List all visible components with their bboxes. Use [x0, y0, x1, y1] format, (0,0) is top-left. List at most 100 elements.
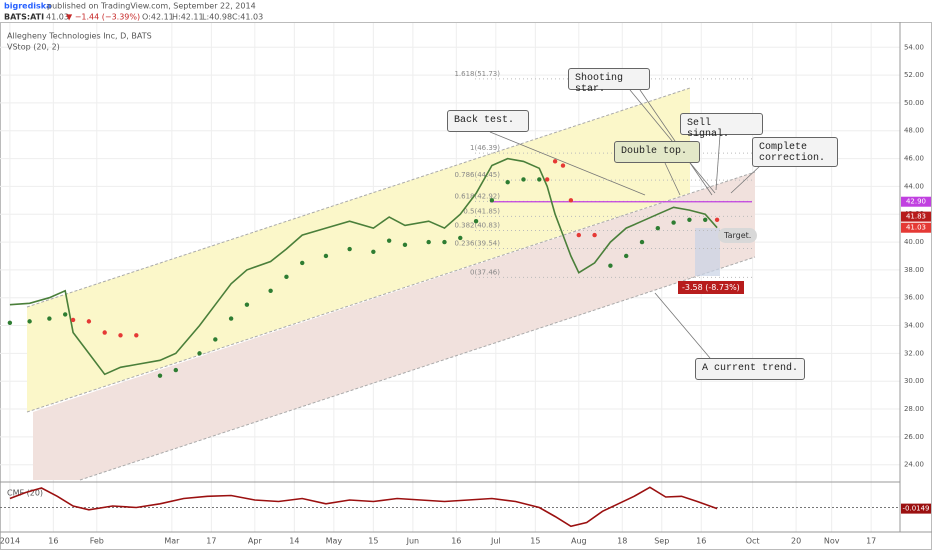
- x-tick-label: 14: [289, 537, 299, 546]
- x-tick-label: 17: [206, 537, 216, 546]
- vstop-dot: [560, 163, 566, 168]
- x-tick-label: 2014: [0, 537, 20, 546]
- fib-label: 0.382(40.83): [454, 222, 500, 230]
- vstop-dot: [300, 260, 305, 266]
- x-tick-label: 20: [791, 537, 801, 546]
- vstop-dot: [687, 217, 692, 223]
- vstop-dot: [268, 288, 273, 293]
- x-tick-label: Apr: [248, 537, 263, 546]
- x-tick-label: Mar: [164, 537, 180, 546]
- vstop-dot: [552, 159, 558, 164]
- vstop-dot: [473, 218, 479, 224]
- x-tick-label: Nov: [824, 537, 840, 546]
- callout-line: [489, 131, 646, 196]
- x-tick-label: 15: [530, 537, 540, 546]
- vstop-dot: [568, 198, 574, 203]
- vstop-dot: [27, 319, 32, 324]
- y-tick-label: 34.00: [904, 322, 924, 330]
- y-tick-label: 26.00: [904, 433, 924, 441]
- open: O:42.11: [142, 13, 174, 22]
- vstop-dot: [86, 319, 92, 324]
- y-tick-label: 44.00: [904, 182, 924, 190]
- series-line: [9, 486, 718, 528]
- vstop-dot: [197, 351, 202, 356]
- yellow-channel: [27, 88, 690, 412]
- vstop-dot: [62, 312, 68, 317]
- vstop-dot: [703, 217, 708, 223]
- channel-line: [26, 87, 691, 308]
- vstop-dot: [537, 177, 542, 182]
- move-label: -3.58 (-8.73%): [678, 281, 744, 294]
- published: published on TradingView.com, September …: [47, 2, 256, 11]
- x-tick-label: 16: [48, 537, 58, 546]
- vstop-dot: [7, 320, 13, 325]
- vstop-dot: [505, 180, 510, 185]
- vstop-dot: [70, 317, 76, 323]
- price-label: 41.83: [906, 213, 926, 221]
- vstop-dot: [714, 217, 720, 223]
- x-tick-label: 15: [368, 537, 378, 546]
- high: H:42.11: [172, 13, 204, 22]
- series-line: [9, 157, 718, 376]
- y-tick-label: 36.00: [904, 294, 924, 302]
- vstop-dot: [544, 177, 550, 182]
- x-tick-label: Sep: [654, 537, 669, 546]
- price-label-bg: [901, 196, 931, 207]
- fib-label: 1.618(51.73): [454, 70, 500, 78]
- fib-label: 0(37.46): [470, 268, 500, 276]
- vstop-dot: [244, 302, 250, 307]
- fib-label: 1(46.39): [470, 144, 500, 152]
- vstop-dot: [655, 225, 661, 231]
- low: L:40.98: [202, 13, 232, 22]
- vstop-dot: [639, 239, 645, 245]
- chart-title: Allegheny Technologies Inc, D, BATS: [7, 32, 152, 41]
- x-tick-label: Oct: [746, 537, 760, 546]
- cmf-label-bg: [901, 503, 931, 514]
- cmf-label: -0.0149: [902, 505, 929, 513]
- fib-label: 0.5(41.85): [463, 207, 500, 215]
- y-tick-label: 24.00: [904, 461, 924, 469]
- y-tick-label: 48.00: [904, 127, 924, 135]
- y-tick-label: 30.00: [904, 377, 924, 385]
- y-tick-label: 46.00: [904, 155, 924, 163]
- vstop-dot: [157, 373, 163, 378]
- x-tick-label: 17: [866, 537, 876, 546]
- x-tick-label: Jun: [406, 537, 420, 546]
- x-tick-label: May: [326, 537, 343, 546]
- annotation: Sell signal.: [680, 113, 763, 140]
- vstop-dot: [624, 253, 629, 259]
- change: ▼ −1.44 (−3.39%): [66, 13, 140, 22]
- x-tick-label: 16: [451, 537, 461, 546]
- annotation: Complete correction.: [752, 137, 838, 167]
- callout-line: [664, 162, 681, 196]
- vstop-dot: [118, 333, 123, 338]
- callout-line: [715, 134, 721, 191]
- callout-line: [654, 292, 711, 359]
- channel-line: [79, 256, 756, 481]
- fib-label: 0.618(42.92): [454, 192, 500, 200]
- close: C:41.03: [232, 13, 263, 22]
- x-tick-label: Aug: [571, 537, 587, 546]
- y-tick-label: 38.00: [904, 266, 924, 274]
- vstop-dot: [458, 235, 463, 241]
- x-tick-label: 16: [696, 537, 706, 546]
- y-tick-label: 50.00: [904, 99, 924, 107]
- x-tick-label: Jul: [490, 537, 501, 546]
- price-label-bg: [901, 211, 931, 222]
- fib-label: 0.236(39.54): [454, 239, 500, 247]
- fib-label: 0.786(44.45): [454, 171, 500, 179]
- vstop-dot: [592, 232, 597, 238]
- annotation: Back test.: [447, 110, 529, 132]
- price-label: 41.03: [906, 224, 926, 232]
- vstop-dot: [426, 239, 431, 245]
- y-tick-label: 32.00: [904, 349, 924, 357]
- vstop-dot: [442, 239, 447, 245]
- channel-line: [26, 171, 756, 413]
- vstop-dot: [134, 333, 139, 338]
- x-tick-label: Feb: [90, 537, 104, 546]
- symbol: BATS:ATI: [4, 13, 44, 22]
- vstop-dot: [173, 367, 179, 373]
- x-tick-label: 18: [617, 537, 627, 546]
